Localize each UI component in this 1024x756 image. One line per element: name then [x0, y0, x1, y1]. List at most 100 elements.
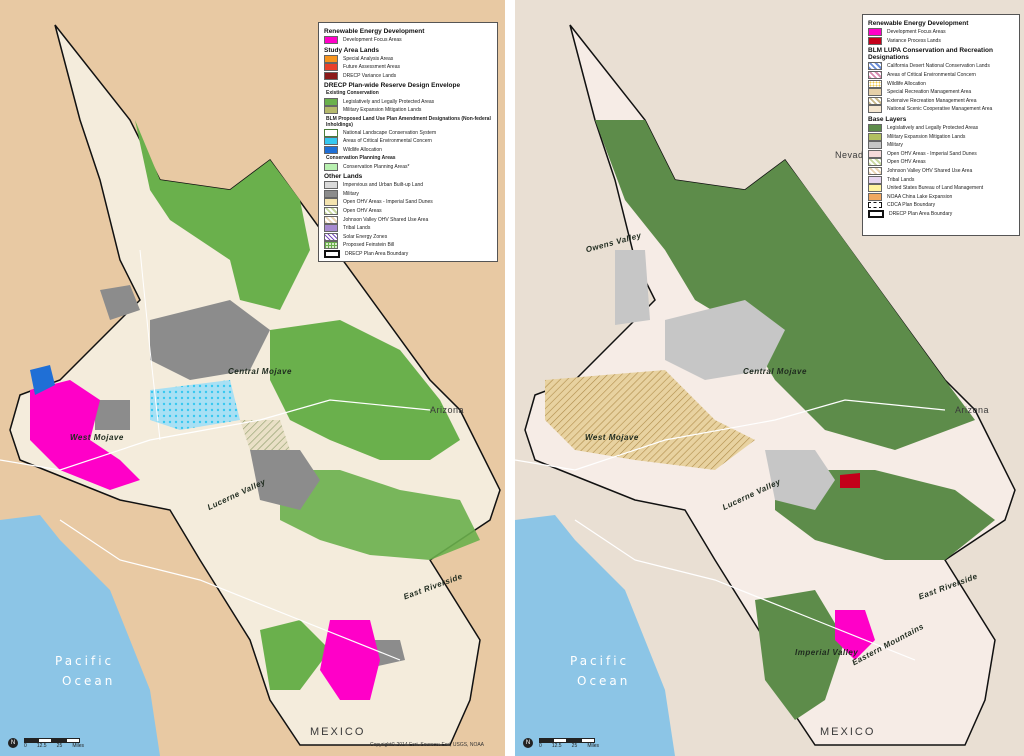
- legend-item: Open OHV Areas - Imperial Sand Dunes: [868, 149, 1014, 159]
- wildlife-allocation: [30, 365, 55, 395]
- scale-tick-1: 12.5: [551, 742, 562, 749]
- legend-item-label: Special Recreation Management Area: [887, 89, 972, 96]
- north-arrow-icon: N: [523, 738, 533, 748]
- protected-area-north: [135, 120, 310, 310]
- legend-item: Special Recreation Management Area: [868, 88, 1014, 97]
- scale-unit: Miles: [587, 742, 599, 749]
- legend-section-title: Renewable Energy Development: [868, 20, 969, 27]
- country-mexico: MEXICO: [310, 726, 366, 738]
- legend-swatch-icon: [324, 181, 338, 190]
- legend-item-label: United States Bureau of Land Management: [887, 185, 984, 192]
- pacific-ocean: [515, 515, 675, 756]
- legend-item: Johnson Valley OHV Shared Use Area: [324, 215, 492, 224]
- road-i10: [59, 519, 401, 661]
- pacific-ocean: [0, 515, 160, 756]
- scale-tick-2: 25: [56, 742, 63, 749]
- scale-bar: N 0 12.5 25 Miles: [523, 736, 599, 750]
- protected-area-east: [280, 470, 480, 560]
- legend-item-label: Wildlife Allocation: [343, 147, 382, 154]
- legend-item: Solar Energy Zones: [324, 232, 492, 242]
- road-i40: [515, 399, 946, 471]
- legend-item: Proposed Feinstein Bill: [324, 241, 492, 250]
- legend-subsection-title: Existing Conservation: [326, 90, 379, 97]
- legend-item-label: Wildlife Allocation: [887, 80, 926, 87]
- legend-item: CDCA Plan Boundary: [868, 201, 1014, 210]
- dfa-west-mojave: [30, 380, 140, 490]
- recreation-areas: [545, 370, 755, 470]
- region-central-mojave: Central Mojave: [228, 367, 292, 376]
- legend-item-label: Military Expansion Mitigation Lands: [343, 107, 422, 114]
- road-395: [139, 249, 161, 441]
- legend-item-label: Impervious and Urban Built-up Land: [343, 182, 424, 189]
- legend-item-label: Open OHV Areas: [343, 208, 382, 215]
- scale-tick-1: 12.5: [36, 742, 47, 749]
- scale-bar: N 0 12.5 25 Miles: [8, 736, 84, 750]
- legend-item-label: NOAA China Lake Expansion: [887, 193, 953, 200]
- legend-item: Johnson Valley OHV Shared Use Area: [868, 167, 1014, 176]
- protected-area-north: [595, 120, 975, 450]
- legend-swatch-icon: [868, 149, 882, 158]
- legend-item: Open OHV Areas: [324, 207, 492, 216]
- legend-item-label: Legislatively and Legally Protected Area…: [343, 98, 435, 105]
- legend-item: DRECP Variance Lands: [324, 72, 492, 81]
- legend-item: National Landscape Conservation System: [324, 128, 492, 138]
- legend-swatch-icon: [868, 88, 882, 97]
- copyright-text: Copyright© 2014 Esri. Sources: Esri, USG…: [370, 742, 485, 748]
- legend-item: Legislatively and Legally Protected Area…: [324, 97, 492, 106]
- legend-section-title: DRECP Plan-wide Reserve Design Envelope: [324, 82, 461, 90]
- country-mexico: MEXICO: [820, 726, 876, 738]
- legend-swatch-icon: [324, 224, 338, 233]
- legend-item: Tribal Lands: [324, 224, 492, 233]
- legend-item-label: DRECP Plan Area Boundary: [889, 210, 953, 217]
- legend-item-label: Areas of Critical Environmental Concern: [343, 138, 432, 145]
- legend-item: Conservation Planning Areas*: [324, 162, 492, 171]
- legend-item: Extensive Recreation Management Area: [868, 96, 1014, 106]
- legend-swatch-icon: [868, 36, 882, 45]
- legend-section-title: Other Lands: [324, 172, 363, 180]
- legend-swatch-icon: [868, 96, 882, 105]
- right-map-canvas[interactable]: [515, 0, 1024, 756]
- dfa-imperial: [320, 620, 380, 700]
- legend-item-label: California Desert National Conservation …: [887, 63, 990, 70]
- scale-bar-graphic: [539, 737, 599, 743]
- left-map-panel: Central Mojave West Mojave East Riversid…: [0, 0, 505, 756]
- legend-swatch-icon: [868, 105, 882, 114]
- legend-item-label: Open OHV Areas - Imperial Sand Dunes: [343, 199, 433, 206]
- legend-item-label: Future Assessment Areas: [343, 64, 400, 71]
- legend-swatch-icon: [868, 192, 882, 201]
- legend-item-label: Development Focus Areas: [343, 37, 402, 44]
- military-north: [150, 300, 270, 380]
- ocean-label-2: Ocean: [577, 674, 631, 688]
- road-i10: [574, 519, 916, 661]
- state-arizona: Arizona: [955, 405, 990, 415]
- legend-swatch-icon: [324, 36, 338, 45]
- legend-item: Wildlife Allocation: [868, 79, 1014, 88]
- legend-item: Tribal Lands: [868, 175, 1014, 184]
- legend-item-label: Areas of Critical Environmental Concern: [887, 72, 976, 79]
- legend-item: Variance Process Lands: [868, 36, 1014, 46]
- legend-item: Development Focus Areas: [324, 36, 492, 45]
- legend-item: United States Bureau of Land Management: [868, 184, 1014, 193]
- right-map-panel: Owens Valley Central Mojave West Mojave …: [515, 0, 1024, 756]
- ocean-label-1: Pacific: [55, 654, 115, 668]
- legend-item-label: National Landscape Conservation System: [343, 129, 437, 136]
- scale-unit: Miles: [72, 742, 84, 749]
- legend-swatch-icon: [324, 232, 338, 241]
- right-legend: Renewable Energy Development Development …: [862, 14, 1020, 236]
- legend-swatch-icon: [324, 189, 338, 198]
- legend-item: Areas of Critical Environmental Concern: [324, 137, 492, 146]
- legend-item: Development Focus Areas: [868, 28, 1014, 37]
- ocean-label-1: Pacific: [570, 654, 630, 668]
- legend-item-label: Johnson Valley OHV Shared Use Area: [887, 168, 973, 175]
- legend-item-label: Extensive Recreation Management Area: [887, 97, 977, 104]
- legend-swatch-icon: [324, 128, 338, 137]
- legend-swatch-icon: [868, 79, 882, 88]
- region-central-mojave: Central Mojave: [743, 367, 807, 376]
- legend-item: Impervious and Urban Built-up Land: [324, 181, 492, 190]
- legend-swatch-icon: [324, 97, 338, 106]
- military-central: [765, 450, 835, 510]
- scale-tick-0: 0: [24, 742, 27, 749]
- military-north: [665, 300, 785, 380]
- legend-item-label: Johnson Valley OHV Shared Use Area: [343, 216, 429, 223]
- legend-section-title: Base Layers: [868, 115, 907, 123]
